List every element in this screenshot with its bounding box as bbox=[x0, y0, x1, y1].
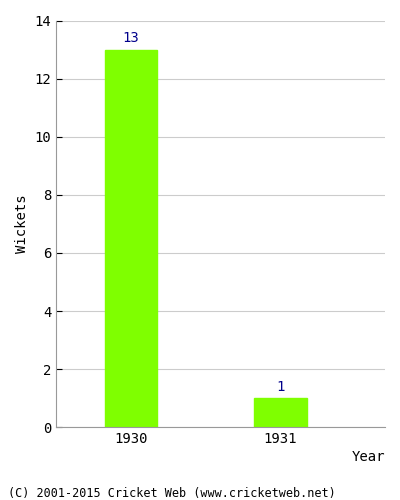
Bar bbox=[105, 50, 157, 428]
Bar bbox=[254, 398, 306, 428]
Text: (C) 2001-2015 Cricket Web (www.cricketweb.net): (C) 2001-2015 Cricket Web (www.cricketwe… bbox=[8, 488, 336, 500]
Text: 1: 1 bbox=[276, 380, 284, 394]
Text: Year: Year bbox=[352, 450, 385, 464]
Y-axis label: Wickets: Wickets bbox=[15, 194, 29, 253]
Text: 13: 13 bbox=[122, 31, 139, 45]
